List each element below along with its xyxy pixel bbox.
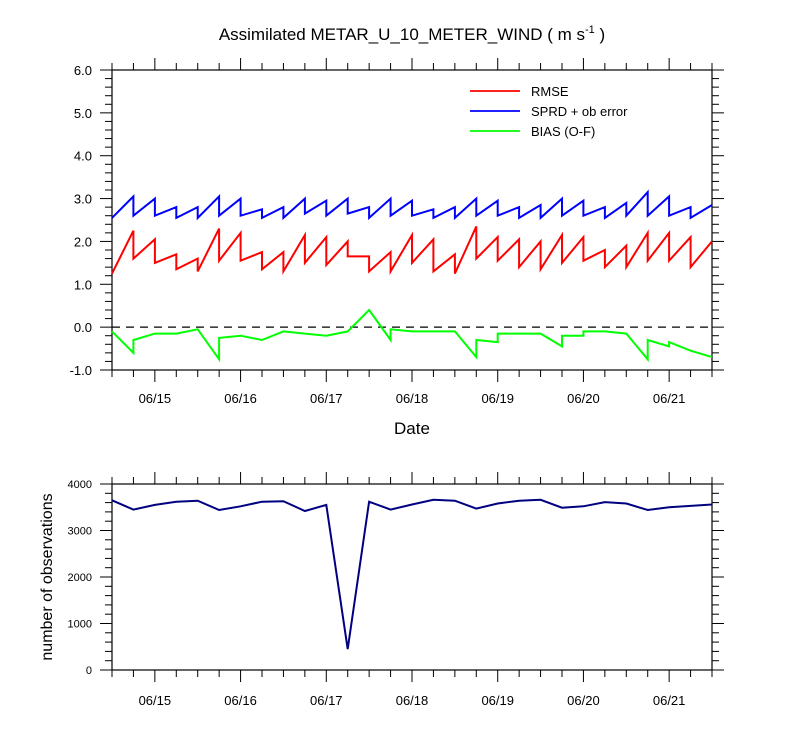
y-tick-label: 3000 <box>68 526 92 538</box>
y-tick-label: 3.0 <box>74 192 92 207</box>
x-tick-label: 06/17 <box>310 693 343 708</box>
x-tick-label: 06/18 <box>396 391 429 406</box>
y-tick-label: 1000 <box>68 619 92 631</box>
bottom-y-tick-labels: 0 1000 2000 3000 4000 <box>68 479 92 677</box>
bottom-ticks <box>100 472 724 682</box>
series-line-rmse <box>111 225 713 276</box>
bottom-plot-frame <box>111 483 713 671</box>
top-series-group <box>111 189 713 363</box>
x-tick-label: 06/19 <box>481 391 514 406</box>
series-line-sprd-ob-error <box>111 189 713 221</box>
x-tick-label: 06/20 <box>567 391 600 406</box>
y-tick-label: -1.0 <box>70 363 92 378</box>
y-axis-title-observations: number of observations <box>39 493 56 660</box>
top-ticks <box>100 58 724 382</box>
x-tick-label: 06/15 <box>139 391 172 406</box>
x-tick-label: 06/15 <box>139 693 172 708</box>
series-line-observation-count <box>111 498 713 650</box>
legend: RMSE SPRD + ob error BIAS (O-F) <box>470 84 628 139</box>
legend-label-sprd: SPRD + ob error <box>531 104 628 119</box>
chart-title-suffix: ) <box>595 25 605 44</box>
top-y-tick-labels: -1.0 0.0 1.0 2.0 3.0 4.0 5.0 6.0 <box>70 63 92 378</box>
y-tick-label: 4.0 <box>74 149 92 164</box>
x-tick-label: 06/21 <box>653 693 686 708</box>
y-tick-label: 6.0 <box>74 63 92 78</box>
y-tick-label: 0 <box>86 665 92 677</box>
chart-title-main: Assimilated METAR_U_10_METER_WIND ( m s <box>219 25 585 44</box>
y-tick-label: 2000 <box>68 572 92 584</box>
y-tick-label: 1.0 <box>74 277 92 292</box>
x-tick-label: 06/18 <box>396 693 429 708</box>
x-tick-label: 06/19 <box>481 693 514 708</box>
bottom-series-group <box>111 498 713 650</box>
y-tick-label: 5.0 <box>74 106 92 121</box>
x-tick-label: 06/16 <box>224 391 257 406</box>
x-tick-label: 06/21 <box>653 391 686 406</box>
top-x-tick-labels: 06/15 06/16 06/17 06/18 06/19 06/20 06/21 <box>139 391 686 406</box>
y-tick-label: 0.0 <box>74 320 92 335</box>
y-tick-label: 2.0 <box>74 234 92 249</box>
x-tick-label: 06/17 <box>310 391 343 406</box>
x-tick-label: 06/16 <box>224 693 257 708</box>
series-line-bias-o-f <box>111 308 713 363</box>
x-axis-title: Date <box>394 419 430 438</box>
x-tick-label: 06/20 <box>567 693 600 708</box>
y-tick-label: 4000 <box>68 479 92 491</box>
legend-label-rmse: RMSE <box>531 84 569 99</box>
bottom-x-tick-labels: 06/15 06/16 06/17 06/18 06/19 06/20 06/21 <box>139 693 686 708</box>
chart-title-superscript: -1 <box>585 24 595 36</box>
chart-title: Assimilated METAR_U_10_METER_WIND ( m s-… <box>219 24 605 44</box>
legend-label-bias: BIAS (O-F) <box>531 124 595 139</box>
